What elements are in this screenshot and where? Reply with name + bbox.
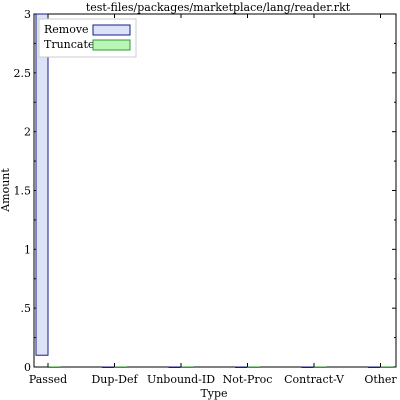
- legend-label-remove: Remove: [44, 23, 89, 36]
- bar-truncate: [180, 366, 194, 368]
- bar-truncate: [47, 366, 61, 368]
- legend-label-truncate: Truncate: [44, 38, 94, 51]
- bar-truncate: [114, 366, 127, 368]
- plot-area: 0 .5 1 1.5 2 2.5 3 Passed Dup-Def Unbound-ID Not-P…: [14, 8, 398, 386]
- bar-truncate: [247, 366, 260, 368]
- y-tick-label: .5: [21, 302, 32, 315]
- y-tick-label: 1: [24, 243, 31, 256]
- bar-truncate: [380, 366, 393, 368]
- bar-remove: [368, 366, 381, 368]
- x-tick-label: Unbound-ID: [147, 373, 215, 386]
- legend-swatch-remove: [92, 24, 131, 36]
- x-tick-label: Dup-Def: [91, 373, 138, 386]
- bar-remove: [35, 13, 49, 356]
- x-tick-label: Contract-V: [284, 373, 345, 386]
- x-tick-label: Not-Proc: [223, 373, 273, 386]
- legend-swatch-truncate: [92, 39, 131, 51]
- bar-remove: [168, 366, 182, 368]
- y-tick-label: 2: [24, 126, 31, 139]
- y-tick-label: 0: [24, 361, 31, 374]
- x-tick-label: Passed: [29, 373, 67, 386]
- bar-remove: [235, 366, 248, 368]
- y-axis-label: Amount: [0, 168, 12, 213]
- bar-remove: [301, 366, 315, 368]
- y-tick-label: 2.5: [14, 67, 32, 80]
- bar-remove: [102, 366, 115, 368]
- legend: Remove Truncate: [38, 18, 137, 58]
- y-tick-label: 1.5: [14, 185, 32, 198]
- plot-frame: [33, 13, 397, 368]
- x-axis-label: Type: [200, 387, 227, 400]
- chart-title: test-files/packages/marketplace/lang/rea…: [86, 1, 351, 14]
- bar-truncate: [313, 366, 327, 368]
- x-tick-label: Other: [364, 373, 397, 386]
- y-tick-label: 3: [24, 8, 31, 21]
